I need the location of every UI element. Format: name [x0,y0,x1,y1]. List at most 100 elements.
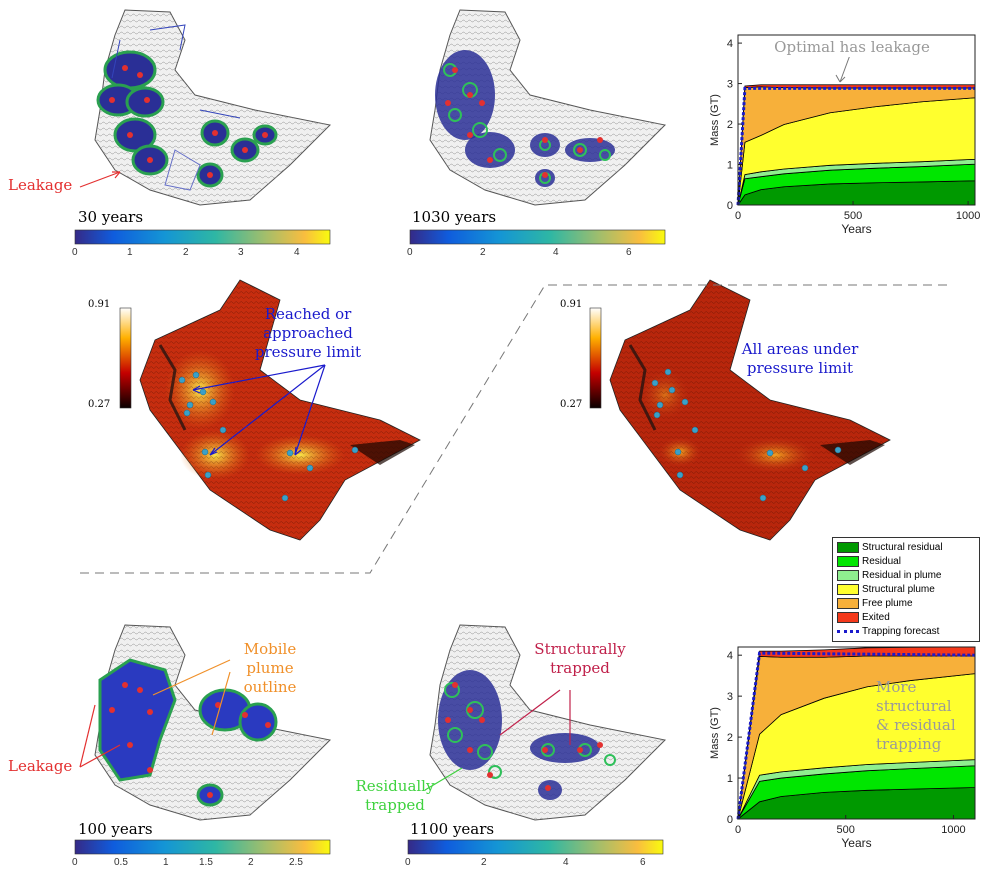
time-label-1030: 1030 years [412,208,497,226]
y-tick-label: 0 [727,814,733,826]
pressure-map-right [609,279,891,541]
legend-label: Free plume [862,597,913,609]
colorbar-30-years [74,229,331,245]
legend-entry: Structural plume [837,582,975,596]
cb30-tick: 4 [294,247,300,258]
y-tick-label: 4 [727,650,733,662]
legend-entry: Structural residual [837,540,975,554]
colorbar-1030-years [409,229,666,245]
trapping-chart-top: 0 1 2 3 4 0 500 1000 Years Mass (GT) [709,34,980,236]
legend-label: Residual [862,555,901,567]
cb100-tick: 0 [72,857,78,868]
legend-label: Trapping forecast [862,625,940,637]
mobile-plume-arrows [152,659,231,736]
reached-pressure-label: Reached or approached pressure limit [254,305,362,361]
cb100-tick: 2 [248,857,254,868]
cb1100-tick: 6 [640,857,646,868]
y-tick-label: 0 [727,200,733,212]
cb100-tick: 0.5 [114,857,128,868]
pressure-colorbar-right [589,307,602,409]
legend-entry: Free plume [837,596,975,610]
y-tick-label: 4 [727,38,733,50]
cb100-tick: 2.5 [289,857,303,868]
y-tick-label: 1 [727,160,733,172]
x-tick-label: 0 [735,210,741,222]
cb30-tick: 1 [127,247,133,258]
time-label-30: 30 years [78,208,144,226]
mobile-plume-label: Mobile plume outline [243,640,297,696]
trapping-forecast-line [736,86,975,206]
time-label-100: 100 years [78,820,153,838]
legend-swatch [837,555,859,567]
legend-entry: Residual in plume [837,568,975,582]
legend-swatch [837,569,859,581]
cb1030-tick: 6 [626,247,632,258]
cb1100-tick: 2 [481,857,487,868]
pressure-max-left: 0.91 [88,299,111,310]
y-tick-label: 3 [727,79,733,91]
x-tick-label: 500 [837,824,855,836]
pressure-min-right: 0.27 [560,399,583,410]
residually-trapped-label: Residually trapped [355,777,435,814]
legend-swatch [837,629,859,633]
legend-swatch [837,597,859,609]
cb1030-tick: 2 [480,247,486,258]
axes-box [737,34,976,206]
legend-swatch [837,611,859,623]
panel-separator [80,284,950,574]
map-1100-years [429,624,667,821]
time-label-1100: 1100 years [410,820,495,838]
pressure-colorbar-left [119,307,132,409]
y-axis-label: Mass (GT) [709,94,721,146]
cb100-tick: 1 [163,857,169,868]
legend-swatch [837,541,859,553]
pressure-min-left: 0.27 [88,399,111,410]
more-trapping-label: More structural & residual trapping [876,678,956,753]
optimal-leakage-arrow [835,54,851,83]
legend-entry: Residual [837,554,975,568]
x-tick-label: 500 [844,210,862,222]
y-tick-label: 2 [727,119,733,131]
colorbar-1100-years [407,839,664,855]
legend-label: Residual in plume [862,569,942,581]
legend-label: Structural residual [862,541,943,553]
cb1030-tick: 0 [407,247,413,258]
legend-entry: Trapping forecast [837,624,975,638]
residually-trapped-arrow [424,767,463,791]
cb30-tick: 3 [238,247,244,258]
pressure-map-left [139,279,421,541]
trapping-chart-bottom: 0 1 2 3 4 0 500 1000 Years Mass (GT) [709,646,976,850]
map-30-years [94,9,332,206]
all-under-pressure-label: All areas under pressure limit [741,340,859,377]
pressure-max-right: 0.91 [560,299,583,310]
legend-entry: Exited [837,610,975,624]
y-tick-label: 1 [727,773,733,785]
x-tick-label: 1000 [941,824,965,836]
map-1030-years [429,9,667,206]
leakage-label-bottom: Leakage [8,757,73,775]
axes-box [737,646,976,820]
leakage-arrows-bottom [79,704,121,768]
structurally-trapped-arrows [499,689,571,745]
y-tick-label: 2 [727,732,733,744]
pressure-limit-arrows [192,364,326,456]
x-axis-label: Years [841,836,871,850]
cb1030-tick: 4 [553,247,559,258]
cb1100-tick: 4 [563,857,569,868]
cb1100-tick: 0 [405,857,411,868]
legend-swatch [837,583,859,595]
y-tick-label: 3 [727,691,733,703]
cb100-tick: 1.5 [199,857,213,868]
cb30-tick: 2 [183,247,189,258]
y-axis-label: Mass (GT) [709,707,721,759]
cb30-tick: 0 [72,247,78,258]
chart-legend: Structural residual Residual Residual in p… [832,537,980,642]
leakage-label-top: Leakage [8,176,73,194]
structurally-trapped-label: Structurally trapped [534,640,626,677]
colorbar-100-years [74,839,331,855]
x-tick-label: 0 [735,824,741,836]
map-100-years [94,624,332,821]
legend-label: Exited [862,611,890,623]
x-tick-label: 1000 [956,210,980,222]
